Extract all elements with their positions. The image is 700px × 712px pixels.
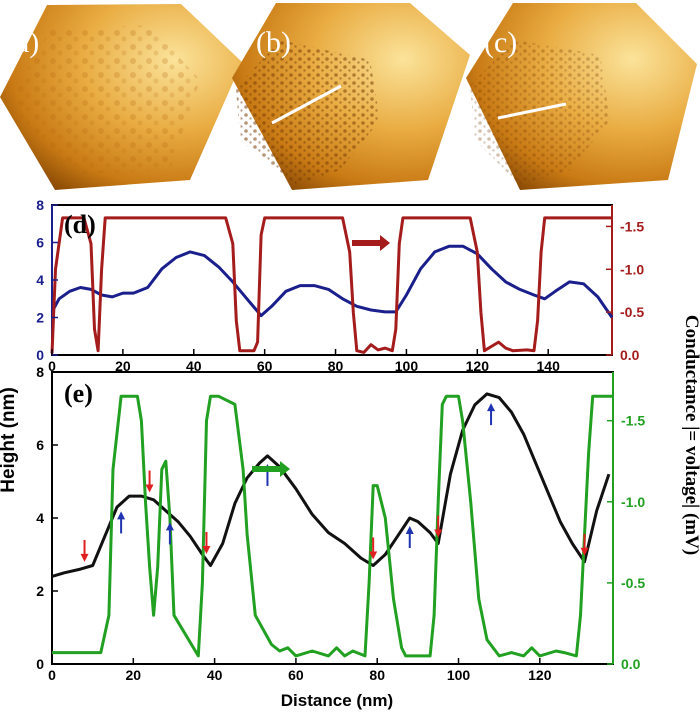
chart-d-y-left-tick-label: 0: [36, 347, 44, 363]
red-down-arrow-head-icon: [202, 545, 211, 554]
chart-d-y-right-tick-label: -1.0: [620, 261, 644, 277]
afm-texture-a: [10, 25, 200, 175]
blue-up-arrow-head-icon: [487, 403, 496, 412]
image-c-label: (c): [484, 26, 517, 59]
image-b-label: (b): [256, 26, 291, 59]
chart-d-y-right-tick-label: -1.5: [620, 218, 644, 234]
chart-e-x-tick-label: 120: [528, 667, 552, 683]
line-profile-b: [271, 84, 342, 125]
afm-image-a: (a): [0, 4, 242, 190]
chart-d: 0 20 40 60 80 100 120 140 0 2 4 6 8 0.0 -0.5 -1.0 -1.5 (…: [36, 197, 644, 374]
red-down-arrow-head-icon: [580, 547, 589, 556]
blue-up-arrow-head-icon: [117, 511, 126, 520]
line-profile-c: [497, 102, 567, 120]
image-a-label: (a): [6, 26, 39, 59]
chart-e-panel-label: (e): [64, 379, 93, 408]
chart-d-y-right-tick-label: 0.0: [620, 347, 640, 363]
blue-up-arrow-head-icon: [165, 522, 174, 531]
chart-d-x-tick-label: 0: [48, 358, 56, 374]
chart-d-x-tick-label: 20: [115, 358, 131, 374]
chart-e-series-height: [51, 392, 611, 578]
chart-d-y-left-tick-label: 4: [36, 272, 44, 288]
chart-e-y-right-tick-label: 0.0: [621, 656, 641, 672]
chart-d-x-tick-label: 100: [395, 358, 419, 374]
chart-d-series-height: [50, 244, 614, 319]
chart-e-y-left-tick-label: 0: [36, 656, 44, 672]
chart-d-y-left-tick-label: 6: [36, 235, 44, 251]
chart-e-x-tick-label: 80: [369, 667, 385, 683]
afm-image-b: (b): [232, 3, 470, 190]
red-down-arrow-head-icon: [145, 484, 154, 493]
chart-e-y-left-tick-label: 4: [36, 510, 44, 526]
afm-texture-b: [236, 40, 380, 185]
chart-d-y-left-tick-label: 2: [36, 310, 44, 326]
chart-e-x-tick-label: 100: [447, 667, 471, 683]
y-axis-left-label: Height (nm): [0, 387, 19, 493]
chart-e-x-tick-label: 20: [126, 667, 142, 683]
blue-up-arrow-head-icon: [405, 526, 414, 534]
chart-e-y-right-tick-label: -0.5: [621, 575, 645, 591]
chart-e-y-left-tick-label: 8: [36, 364, 44, 380]
chart-e-x-tick-label: 60: [288, 667, 304, 683]
chart-e-series-conductance: [52, 394, 613, 658]
red-down-arrow-head-icon: [434, 529, 443, 538]
chart-e-y-left-tick-label: 2: [36, 583, 44, 599]
red-down-arrow-head-icon: [80, 553, 89, 562]
chart-d-panel-label: (d): [64, 210, 96, 239]
chart-e-frame: [51, 371, 614, 665]
chart-e-y-right-tick-label: -1.5: [621, 413, 645, 429]
chart-e-x-tick-label: 40: [207, 667, 223, 683]
chart-d-x-tick-label: 120: [466, 358, 490, 374]
chart-d-x-tick-label: 60: [257, 358, 273, 374]
y-axis-right-label: Conductance |= voltage| (mV): [681, 315, 700, 555]
red-down-arrow-head-icon: [369, 551, 378, 560]
chart-e-x-tick-label: 0: [48, 667, 56, 683]
chart-e-series-arrow-icon: [252, 461, 290, 477]
chart-d-x-tick-label: 40: [186, 358, 202, 374]
chart-d-frame: [51, 204, 613, 356]
afm-image-c: (c): [466, 3, 697, 190]
chart-d-x-tick-label: 80: [328, 358, 344, 374]
chart-e-y-right-tick-label: -1.0: [621, 494, 645, 510]
chart-d-series-arrow-icon: [352, 235, 390, 251]
chart-d-x-tick-label: 140: [537, 358, 561, 374]
chart-e-y-left-tick-label: 6: [36, 437, 44, 453]
chart-d-y-right-tick-label: -0.5: [620, 304, 644, 320]
chart-e: 0 20 40 60 80 100 120 0 2 4 6 8 0.0 -0.5 -1.0 -1.5 (e): [36, 364, 645, 683]
chart-d-y-left-tick-label: 8: [36, 197, 44, 213]
chart-d-series-conductance: [50, 216, 612, 354]
afm-texture-c: [470, 40, 610, 185]
x-axis-label: Distance (nm): [281, 691, 393, 710]
